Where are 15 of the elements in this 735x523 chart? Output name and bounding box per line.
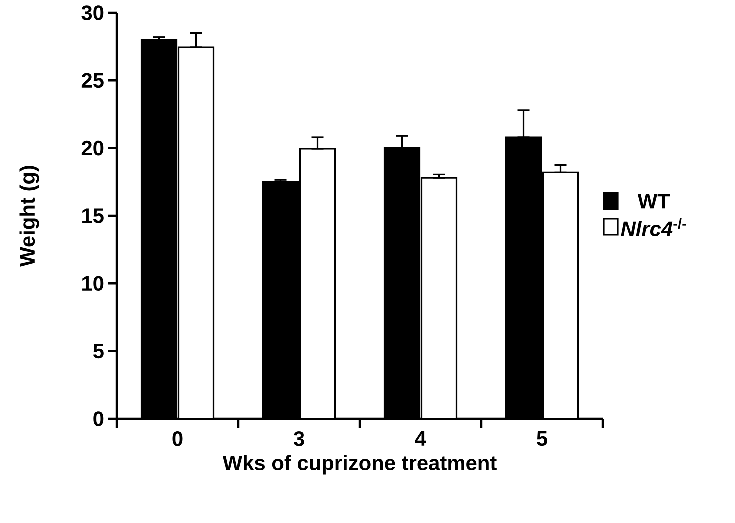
x-tick-label: 5 (537, 432, 548, 446)
y-tick-label: 15 (82, 208, 104, 224)
x-axis-title: Wks of cuprizone treatment (222, 455, 497, 475)
y-tick-label: 25 (82, 73, 104, 88)
x-tick-label: 4 (415, 432, 426, 446)
legend-label: WT (638, 194, 670, 209)
y-tick-label: 20 (82, 140, 104, 156)
legend-label: Nlrc4$^{-/-}$ (621, 218, 686, 236)
y-axis-title: Weight (g) (20, 166, 40, 267)
y-tick-label: 30 (82, 6, 104, 20)
y-tick-label: 0 (94, 412, 104, 426)
x-tick-label: 0 (172, 432, 183, 446)
x-tick-label: 3 (294, 432, 304, 446)
y-tick-label: 5 (93, 344, 104, 359)
y-tick-label: 10 (82, 276, 104, 292)
